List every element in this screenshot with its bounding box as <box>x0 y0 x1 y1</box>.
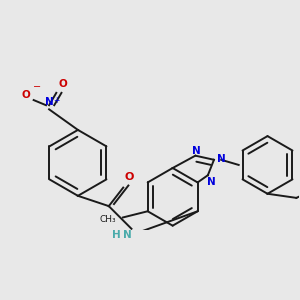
Text: CH₃: CH₃ <box>99 215 116 224</box>
Text: −: − <box>33 82 41 92</box>
Text: N: N <box>217 154 226 164</box>
Text: +: + <box>53 96 59 105</box>
Text: O: O <box>58 79 67 88</box>
Text: N: N <box>192 146 201 155</box>
Text: O: O <box>125 172 134 182</box>
Text: N: N <box>123 230 132 240</box>
Text: H: H <box>112 230 120 240</box>
Text: O: O <box>21 90 30 100</box>
Text: N: N <box>45 97 53 107</box>
Text: N: N <box>207 177 215 188</box>
